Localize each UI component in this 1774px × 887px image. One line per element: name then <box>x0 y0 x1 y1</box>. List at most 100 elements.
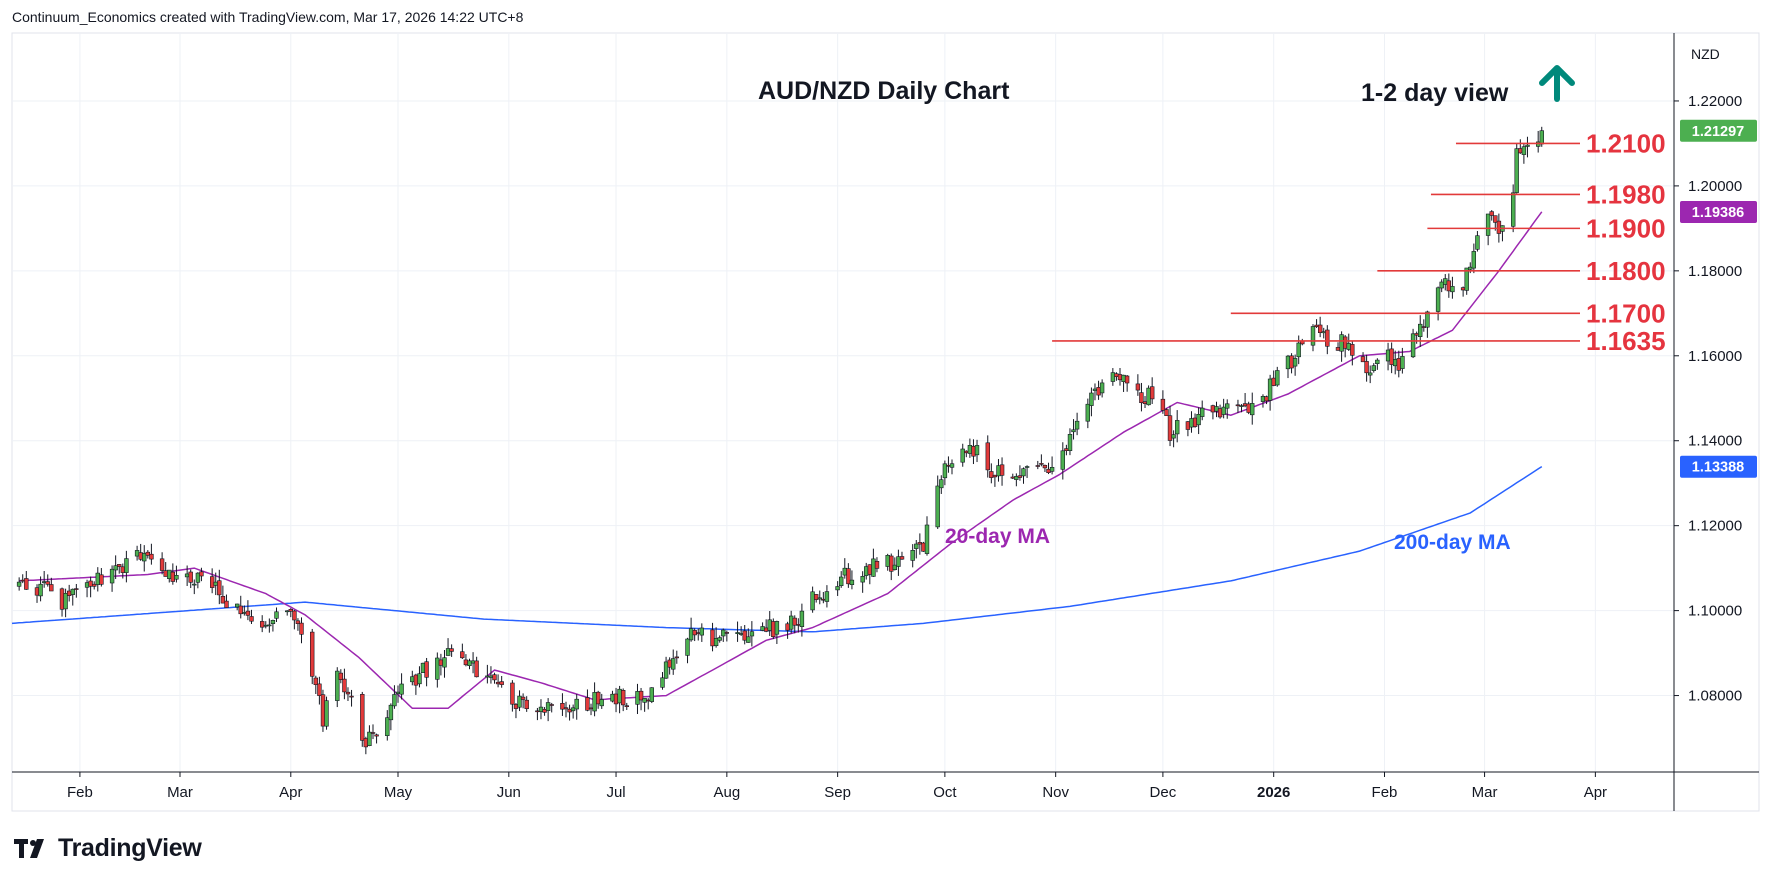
candle-body <box>717 637 722 641</box>
candle-body <box>1024 466 1030 468</box>
candle-body <box>724 632 730 634</box>
candle-body <box>92 583 97 587</box>
candle-body <box>1485 213 1491 236</box>
candle-body <box>1271 377 1276 386</box>
candle-body <box>1410 333 1416 358</box>
candle-body <box>595 691 601 705</box>
candle-body <box>199 571 204 577</box>
candle-body <box>413 674 419 686</box>
x-tick-label: Jul <box>606 784 625 801</box>
candle-body <box>435 657 440 680</box>
ma20-line <box>19 211 1543 710</box>
candle-body <box>1400 356 1405 369</box>
candle-body <box>1314 324 1319 328</box>
candle-body <box>63 592 68 610</box>
price-badge <box>1680 119 1757 142</box>
candle-body <box>545 702 551 711</box>
candle-body <box>674 656 680 659</box>
candle-body <box>463 659 469 666</box>
candle-body <box>863 566 869 576</box>
candle-body <box>1135 383 1141 391</box>
candle-body <box>813 594 819 600</box>
candle-body <box>274 611 279 619</box>
candle-body <box>1296 342 1301 358</box>
candle-body <box>1350 344 1355 356</box>
candle-body <box>1035 465 1041 467</box>
plot-frame <box>11 32 1760 812</box>
candle-body <box>488 675 494 678</box>
candle-body <box>935 485 940 528</box>
candle-body <box>710 629 715 647</box>
candle-body <box>1049 466 1055 472</box>
candle-body <box>1421 326 1427 328</box>
candle-body <box>449 648 454 652</box>
candle-body <box>824 591 830 602</box>
candle-body <box>999 464 1005 476</box>
candle-body <box>295 620 301 624</box>
x-tick-label: May <box>384 784 413 801</box>
candle-body <box>1464 267 1469 291</box>
candle-body <box>174 574 179 580</box>
candle-body <box>1346 343 1351 350</box>
candle-body <box>860 575 865 583</box>
candle-body <box>1150 386 1155 400</box>
candle-body <box>284 610 290 613</box>
candle-body <box>1085 403 1091 422</box>
candle-body <box>874 560 880 569</box>
candle-body <box>910 549 915 561</box>
candle-body <box>438 659 444 666</box>
candle-body <box>385 717 390 737</box>
candle-body <box>524 699 529 710</box>
candle-body <box>817 597 823 600</box>
candle-body <box>1042 464 1048 469</box>
x-tick-label: Sep <box>824 784 851 801</box>
candle-body <box>1514 148 1519 193</box>
candle-body <box>363 738 368 748</box>
candle-body <box>267 624 272 627</box>
candle-body <box>120 566 126 573</box>
candle-body <box>799 610 805 627</box>
x-tick-label: Apr <box>1584 784 1607 801</box>
candle-body <box>117 564 122 567</box>
candle-body <box>917 542 923 545</box>
candle-body <box>1325 329 1330 347</box>
candle-body <box>1175 420 1180 435</box>
candle-body <box>1360 356 1366 363</box>
candle-body <box>946 464 951 467</box>
candle-body <box>220 595 226 604</box>
candle-body <box>560 702 565 710</box>
candle-body <box>1471 251 1477 269</box>
y-tick-label: 1.16000 <box>1688 348 1742 365</box>
candle-body <box>399 683 404 695</box>
candle-body <box>145 551 150 556</box>
candle-body <box>338 672 343 680</box>
candle-body <box>367 731 372 746</box>
candle-body <box>821 598 826 601</box>
candle-body <box>695 632 701 634</box>
tradingview-logo[interactable]: TradingView <box>14 834 202 863</box>
candle-body <box>1089 392 1094 406</box>
candle-body <box>649 687 655 702</box>
candle-body <box>613 693 619 705</box>
candle-body <box>1418 323 1423 338</box>
candle-body <box>1160 398 1166 411</box>
level-label: 1.2100 <box>1586 128 1666 158</box>
price-badge-label: 1.13388 <box>1692 460 1744 476</box>
candle-body <box>570 707 576 712</box>
candle-body <box>335 670 340 701</box>
price-badges: 1.21297 1.19386 1.13388 <box>1680 119 1757 478</box>
candle-body <box>345 691 351 695</box>
candle-body <box>1425 311 1430 328</box>
candle-body <box>317 683 322 696</box>
candle-body <box>964 450 969 454</box>
x-tick-label: Feb <box>1372 784 1398 801</box>
candle-body <box>109 568 115 584</box>
candle-body <box>1196 413 1201 426</box>
candle-body <box>939 479 944 489</box>
candle-body <box>517 695 522 708</box>
candle-body <box>192 583 197 586</box>
x-tick-label: Feb <box>67 784 93 801</box>
candle-body <box>846 568 851 585</box>
candle-body <box>49 584 54 592</box>
